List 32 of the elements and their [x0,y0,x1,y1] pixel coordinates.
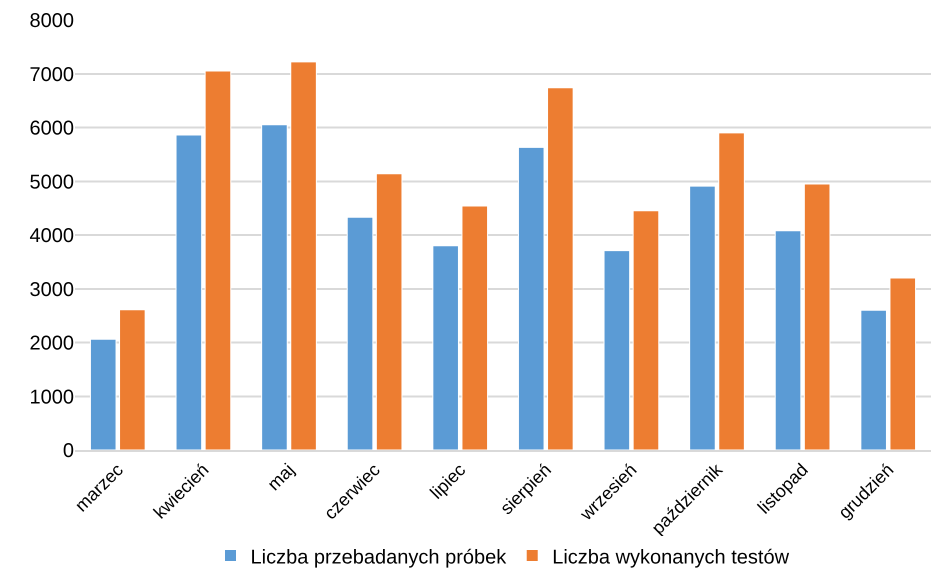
y-tick-label: 3000 [30,278,74,301]
bar [346,216,374,450]
y-tick-label: 6000 [30,118,74,140]
y-tick-label: 5000 [30,171,74,194]
y-tick-label: 4000 [30,225,74,247]
bar [119,309,146,450]
bar [461,205,488,450]
bar [432,245,459,450]
legend-label: Liczba wykonanych testów [552,546,790,568]
y-tick-label: 7000 [30,64,74,86]
y-tick-label: 0 [62,440,74,462]
bar [860,310,887,450]
bar [90,338,117,450]
y-tick-label: 1000 [30,386,74,408]
bar [718,132,745,450]
bar [261,124,288,450]
x-tick-label: maj [264,460,298,494]
bar [290,61,317,450]
bar [547,87,574,450]
bar [604,250,630,450]
bar [689,186,716,450]
bar [176,134,202,450]
legend-label: Liczba przebadanych próbek [250,546,508,568]
bar [804,183,830,450]
bar [889,278,916,450]
bar [518,146,545,450]
bar [376,173,402,450]
bar [774,230,802,450]
bar [204,70,232,450]
bar [632,210,660,450]
y-tick-label: 2000 [30,332,74,354]
y-tick-label: 8000 [30,10,74,32]
